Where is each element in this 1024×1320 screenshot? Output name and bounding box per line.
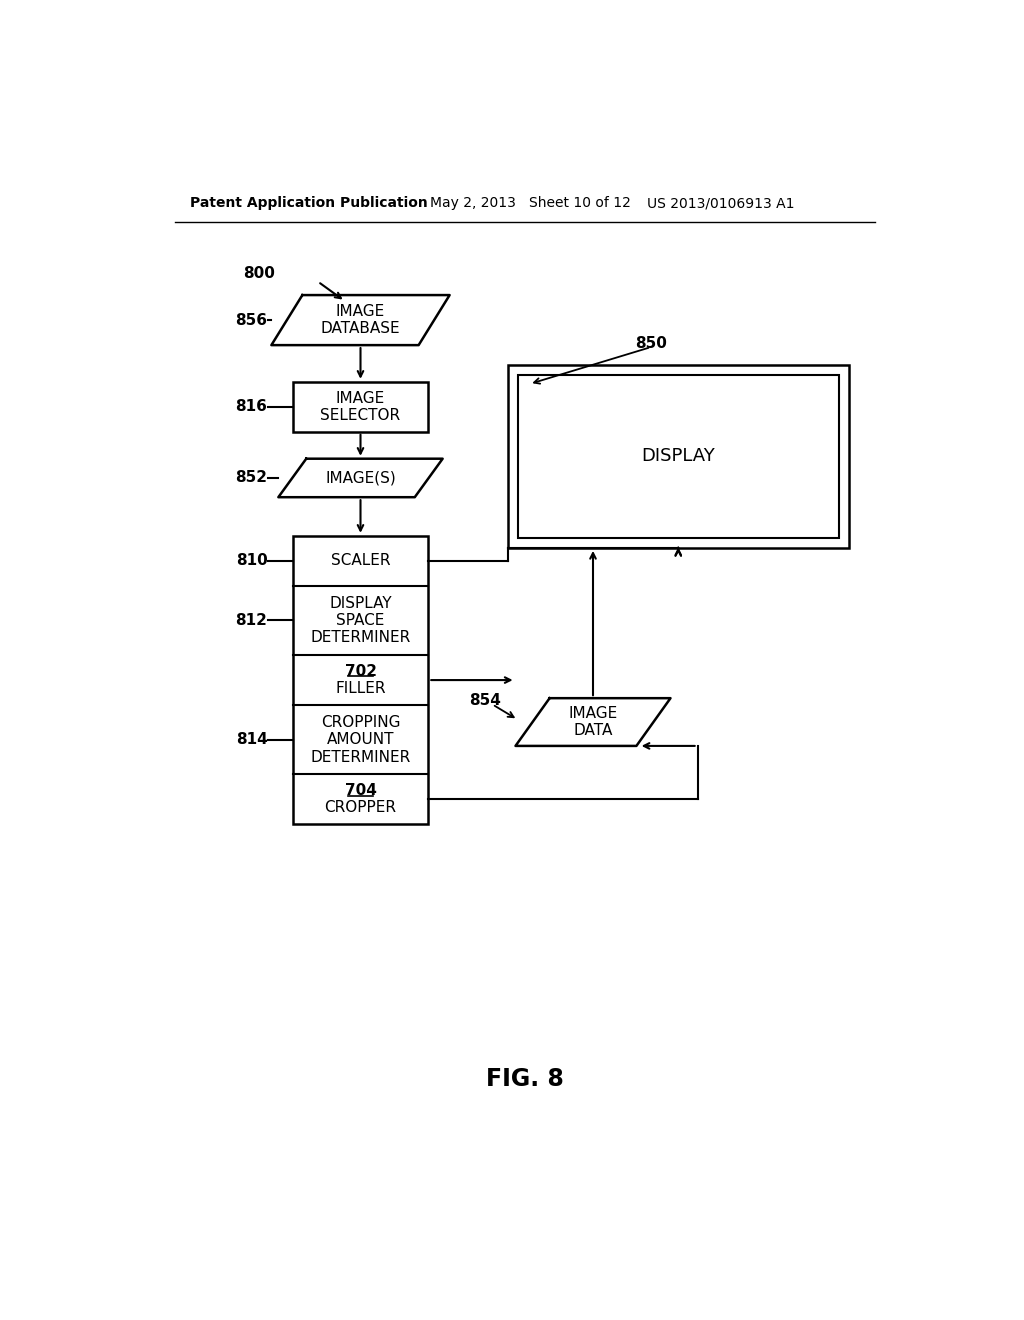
Text: DISPLAY
SPACE
DETERMINER: DISPLAY SPACE DETERMINER bbox=[310, 595, 411, 645]
Text: IMAGE
DATA: IMAGE DATA bbox=[568, 706, 617, 738]
Text: IMAGE
SELECTOR: IMAGE SELECTOR bbox=[321, 391, 400, 422]
Text: FILLER: FILLER bbox=[335, 681, 386, 696]
Text: 800: 800 bbox=[244, 267, 275, 281]
Text: May 2, 2013   Sheet 10 of 12: May 2, 2013 Sheet 10 of 12 bbox=[430, 197, 631, 210]
Text: 812: 812 bbox=[236, 612, 267, 628]
Polygon shape bbox=[515, 698, 671, 746]
Text: 852: 852 bbox=[236, 470, 267, 486]
Text: DISPLAY: DISPLAY bbox=[641, 447, 715, 466]
Text: SCALER: SCALER bbox=[331, 553, 390, 568]
Text: FIG. 8: FIG. 8 bbox=[485, 1067, 564, 1090]
FancyBboxPatch shape bbox=[518, 375, 839, 539]
Text: IMAGE
DATABASE: IMAGE DATABASE bbox=[321, 304, 400, 337]
Text: 810: 810 bbox=[236, 553, 267, 568]
Text: 854: 854 bbox=[469, 693, 501, 708]
Text: 814: 814 bbox=[236, 733, 267, 747]
Polygon shape bbox=[279, 459, 442, 498]
Text: 850: 850 bbox=[636, 335, 668, 351]
Polygon shape bbox=[271, 296, 450, 345]
Text: CROPPING
AMOUNT
DETERMINER: CROPPING AMOUNT DETERMINER bbox=[310, 715, 411, 764]
Text: Patent Application Publication: Patent Application Publication bbox=[190, 197, 428, 210]
Text: 702: 702 bbox=[344, 664, 377, 678]
FancyBboxPatch shape bbox=[293, 381, 428, 432]
Text: CROPPER: CROPPER bbox=[325, 800, 396, 816]
Text: IMAGE(S): IMAGE(S) bbox=[326, 470, 396, 486]
Text: 856: 856 bbox=[236, 313, 267, 327]
Text: 816: 816 bbox=[236, 399, 267, 414]
FancyBboxPatch shape bbox=[293, 536, 428, 825]
FancyBboxPatch shape bbox=[508, 364, 849, 548]
Text: US 2013/0106913 A1: US 2013/0106913 A1 bbox=[647, 197, 795, 210]
Text: 704: 704 bbox=[344, 784, 377, 799]
